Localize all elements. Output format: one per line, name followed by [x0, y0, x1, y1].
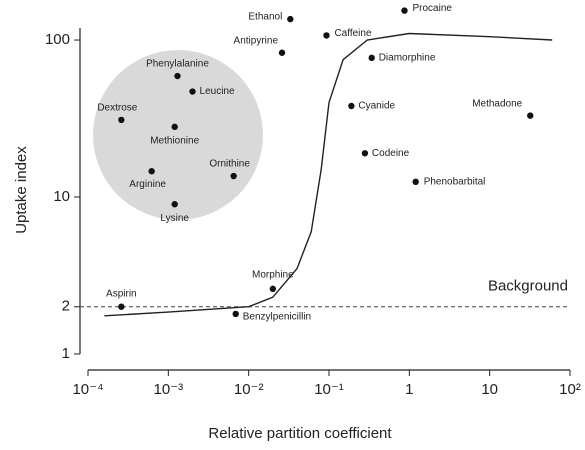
point — [269, 285, 277, 293]
point — [189, 88, 196, 95]
point — [361, 150, 369, 157]
x-tick-label: 10⁻¹ — [314, 381, 344, 398]
point — [287, 15, 294, 23]
point — [174, 72, 181, 80]
annotation: Background — [488, 278, 568, 295]
y-tick-label: 100 — [45, 31, 70, 48]
x-tick-label: 10 — [481, 381, 498, 398]
point-label: Morphine — [252, 269, 294, 280]
point — [348, 102, 355, 110]
y-axis-label: Uptake index — [13, 146, 30, 234]
curve — [104, 32, 553, 317]
x-tick-label: 10⁻³ — [154, 381, 184, 398]
point-label: Aspirin — [106, 288, 137, 299]
y-tick-label: 1 — [62, 345, 70, 362]
point — [171, 123, 178, 131]
x-tick-label: 10² — [559, 381, 581, 398]
point-label: Caffeine — [334, 28, 372, 39]
y-tick-label: 2 — [62, 298, 70, 315]
point — [278, 49, 286, 56]
point — [118, 116, 125, 124]
shaded-region — [93, 50, 263, 220]
point-label: Benzylpenicillin — [243, 312, 311, 323]
point-label: Arginine — [129, 179, 166, 190]
x-tick-label: 10⁻⁴ — [72, 381, 103, 398]
point-label: Dextrose — [97, 103, 137, 114]
point-label: Ethanol — [248, 12, 282, 23]
point-label: Procaine — [412, 3, 452, 14]
point-label: Methadone — [472, 98, 522, 109]
point-label: Antipyrine — [234, 35, 279, 46]
point-label: Cyanide — [358, 101, 395, 112]
point-label: Phenobarbital — [424, 176, 486, 187]
point — [323, 32, 330, 39]
point — [171, 201, 178, 208]
point-label: Leucine — [200, 86, 235, 97]
point — [412, 178, 419, 186]
point-label: Ornithine — [209, 159, 250, 170]
y-tick-label: 10 — [53, 188, 70, 205]
point — [148, 168, 155, 175]
point-label: Lysine — [160, 213, 189, 224]
point-label: Phenylalanine — [146, 59, 209, 70]
x-tick-label: 10⁻² — [234, 381, 264, 398]
x-tick-label: 1 — [405, 381, 413, 398]
point-label: Diamorphine — [379, 53, 436, 64]
point-label: Methionine — [150, 135, 199, 146]
point — [527, 112, 534, 119]
point — [401, 7, 408, 14]
point — [232, 310, 239, 318]
point-label: Codeine — [372, 148, 410, 159]
point — [118, 303, 125, 310]
point — [230, 172, 237, 180]
x-axis-label: Relative partition coefficient — [208, 425, 392, 442]
point — [368, 54, 375, 62]
